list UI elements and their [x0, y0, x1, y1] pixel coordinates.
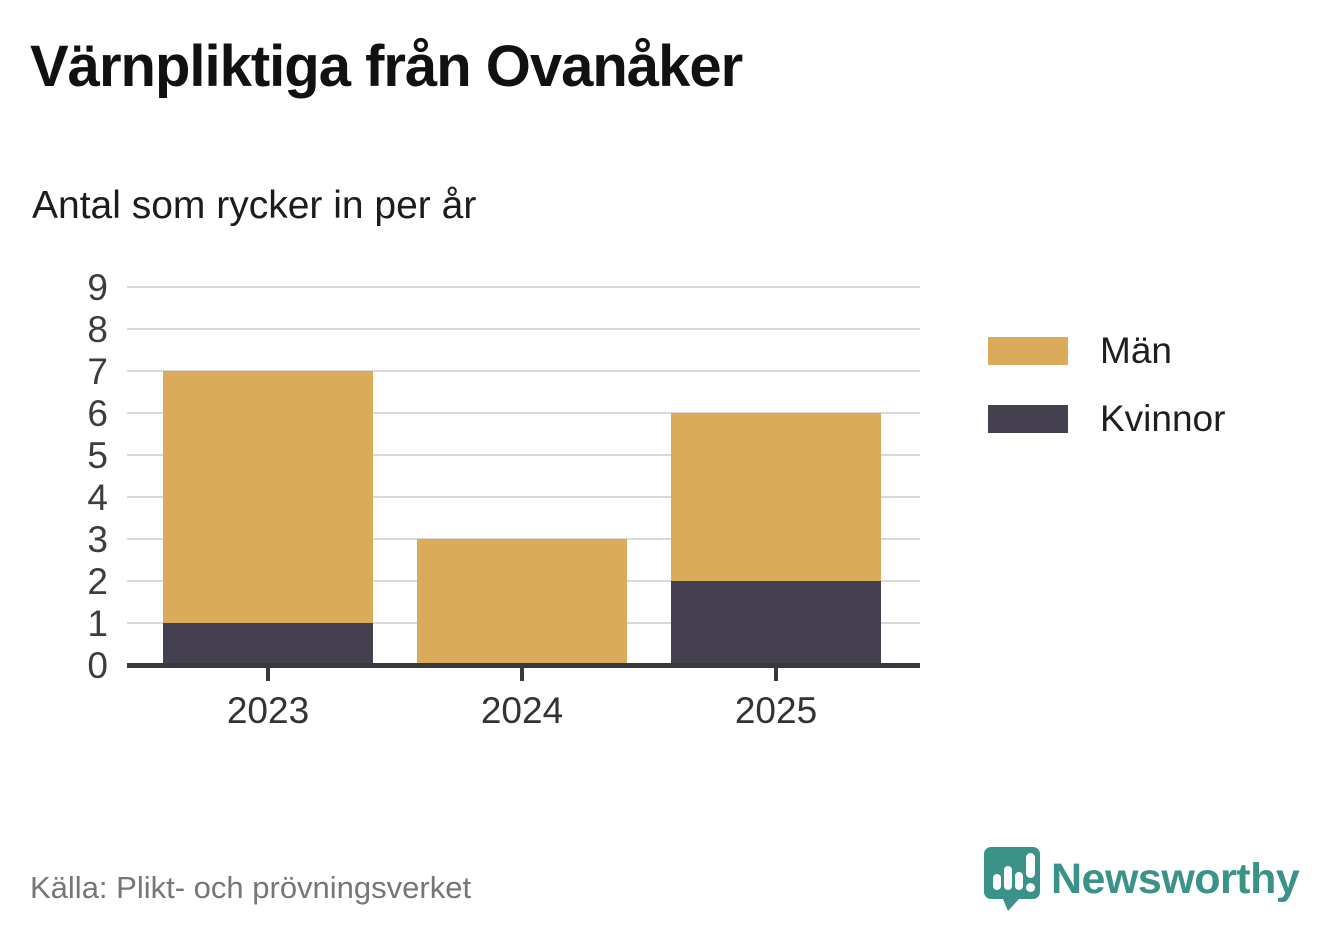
- y-tick-label-4: 4: [87, 476, 108, 518]
- legend-swatch-Män: [988, 337, 1068, 365]
- y-tick-label-6: 6: [87, 392, 108, 434]
- y-tick-label-3: 3: [87, 518, 108, 560]
- legend-item-Kvinnor: Kvinnor: [988, 398, 1225, 440]
- x-axis-line: [127, 663, 920, 668]
- gridline-8: [127, 328, 920, 330]
- x-tick-2025: [774, 668, 778, 681]
- gridline-6: [127, 412, 920, 414]
- newsworthy-speech-bubble-barchart-icon: [984, 847, 1040, 911]
- chart-title: Värnpliktiga från Ovanåker: [30, 34, 743, 99]
- legend-label-Kvinnor: Kvinnor: [1100, 398, 1226, 439]
- gridline-7: [127, 370, 920, 372]
- plot-area: 0 1 2 3 4 5 6 7 8 9 2023 2024 2025: [87, 269, 920, 731]
- gridline-5: [127, 454, 920, 456]
- bar-2023-Män: [163, 371, 373, 623]
- legend-swatch-Kvinnor: [988, 405, 1068, 433]
- gridline-4: [127, 496, 920, 498]
- x-tick-2024: [520, 668, 524, 681]
- y-tick-label-0: 0: [87, 644, 108, 686]
- y-tick-label-5: 5: [87, 434, 108, 476]
- y-tick-label-9: 9: [87, 266, 108, 308]
- brand-logo: Newsworthy: [983, 846, 1300, 912]
- y-tick-label-7: 7: [87, 350, 108, 392]
- legend: Män Kvinnor: [988, 330, 1225, 466]
- source-note: Källa: Plikt- och prövningsverket: [30, 870, 472, 905]
- legend-label-Män: Män: [1100, 330, 1172, 371]
- x-tick-label-2025: 2025: [734, 690, 818, 731]
- y-tick-label-8: 8: [87, 308, 108, 350]
- x-tick-label-2023: 2023: [226, 690, 310, 731]
- bar-2025-Män: [671, 413, 881, 581]
- y-tick-label-1: 1: [87, 602, 108, 644]
- brand-name: Newsworthy: [1051, 855, 1300, 903]
- bar-2023-Kvinnor: [163, 623, 373, 665]
- chart-subtitle: Antal som rycker in per år: [32, 184, 477, 227]
- gridline-9: [127, 286, 920, 288]
- bar-2024-Män: [417, 539, 627, 665]
- bar-2025-Kvinnor: [671, 581, 881, 665]
- legend-item-Män: Män: [988, 330, 1225, 372]
- x-tick-label-2024: 2024: [480, 690, 564, 731]
- y-tick-label-2: 2: [87, 560, 108, 602]
- x-tick-2023: [266, 668, 270, 681]
